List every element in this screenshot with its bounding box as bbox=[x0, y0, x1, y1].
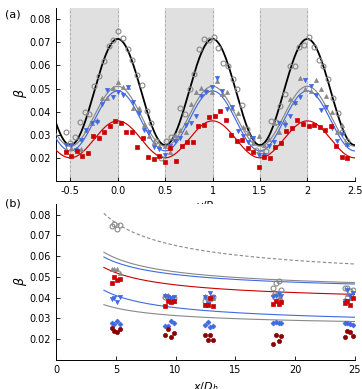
Y-axis label: β: β bbox=[14, 90, 27, 98]
X-axis label: y/P: y/P bbox=[197, 201, 214, 211]
Text: (a): (a) bbox=[5, 10, 21, 20]
X-axis label: $x/D_h$: $x/D_h$ bbox=[193, 380, 218, 389]
Bar bbox=[260, 8, 307, 181]
Text: (b): (b) bbox=[5, 198, 21, 209]
Bar bbox=[165, 8, 212, 181]
Y-axis label: β: β bbox=[14, 278, 27, 286]
Bar bbox=[70, 8, 118, 181]
